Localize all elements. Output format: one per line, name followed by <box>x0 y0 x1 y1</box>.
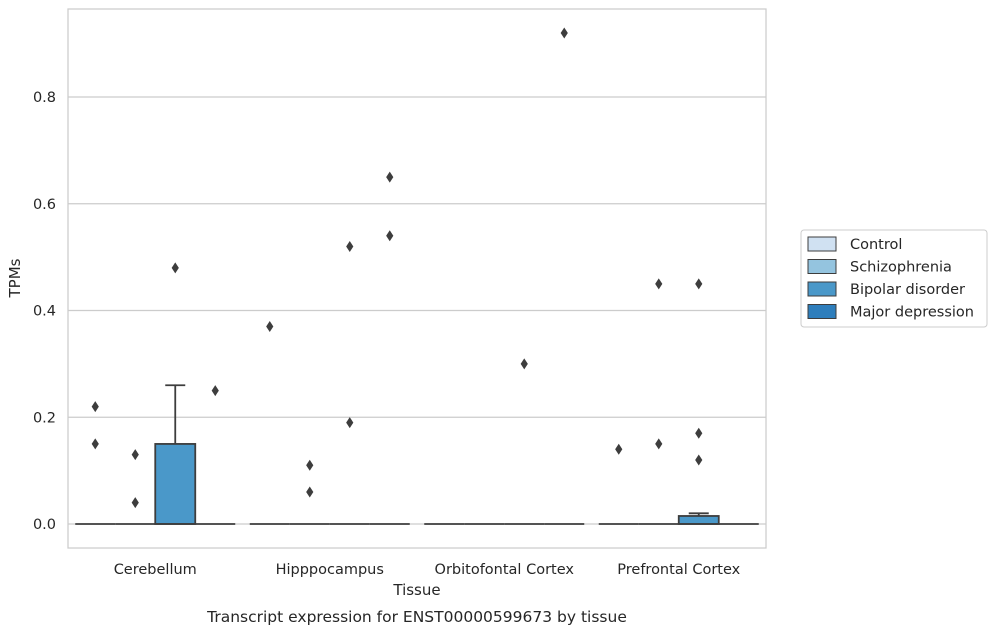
outlier-point <box>695 278 703 290</box>
y-tick-labels: 0.0 0.2 0.4 0.6 0.8 <box>33 90 56 533</box>
y-tick-label: 0.2 <box>33 410 56 426</box>
outlier-point <box>615 443 623 455</box>
y-tick-label: 0.0 <box>33 517 56 533</box>
outlier-point <box>695 454 703 466</box>
legend-label: Control <box>850 237 902 253</box>
outlier-point <box>266 321 274 333</box>
outlier-points <box>91 27 703 509</box>
legend-swatch <box>807 259 837 274</box>
outlier-point <box>171 262 179 274</box>
outlier-point <box>560 27 568 39</box>
outlier-point <box>91 438 99 450</box>
outlier-point <box>386 171 394 183</box>
y-tick-label: 0.6 <box>33 197 56 213</box>
outlier-point <box>386 230 394 242</box>
box <box>154 443 197 525</box>
outlier-point <box>655 438 663 450</box>
outlier-point <box>306 459 314 471</box>
x-tick-label: Prefrontal Cortex <box>617 562 740 578</box>
outlier-point <box>211 385 219 397</box>
legend-swatch <box>807 236 837 252</box>
outlier-point <box>346 417 354 429</box>
legend-frame <box>800 229 988 328</box>
plot-frame <box>67 8 767 549</box>
legend-swatch <box>807 281 837 297</box>
x-tick-label: Hipppocampus <box>276 562 384 578</box>
outlier-point <box>520 358 528 370</box>
x-tick-label: Cerebellum <box>114 562 197 578</box>
outlier-point <box>346 240 354 252</box>
legend-label: Schizophrenia <box>850 260 952 276</box>
outlier-point <box>131 449 139 461</box>
box-groups <box>75 384 759 525</box>
outlier-point <box>655 278 663 290</box>
outlier-point <box>91 401 99 413</box>
outlier-point <box>695 427 703 439</box>
outlier-point <box>131 497 139 509</box>
y-tick-label: 0.8 <box>33 90 56 106</box>
legend-swatch <box>807 304 837 319</box>
outlier-point <box>306 486 314 498</box>
x-axis-label: Tissue <box>392 581 440 599</box>
legend-label: Major depression <box>850 305 974 321</box>
y-axis-label: TPMs <box>6 258 24 298</box>
legend-label: Bipolar disorder <box>850 282 965 298</box>
x-tick-label: Orbitofontal Cortex <box>435 562 575 578</box>
legend: Control Schizophrenia Bipolar disorder Majo… <box>800 229 988 328</box>
chart-caption: Transcript expression for ENST0000059967… <box>206 608 627 626</box>
x-tick-labels: Cerebellum Hipppocampus Orbitofontal Corte… <box>114 562 741 578</box>
box <box>677 515 720 525</box>
y-tick-label: 0.4 <box>33 304 56 320</box>
